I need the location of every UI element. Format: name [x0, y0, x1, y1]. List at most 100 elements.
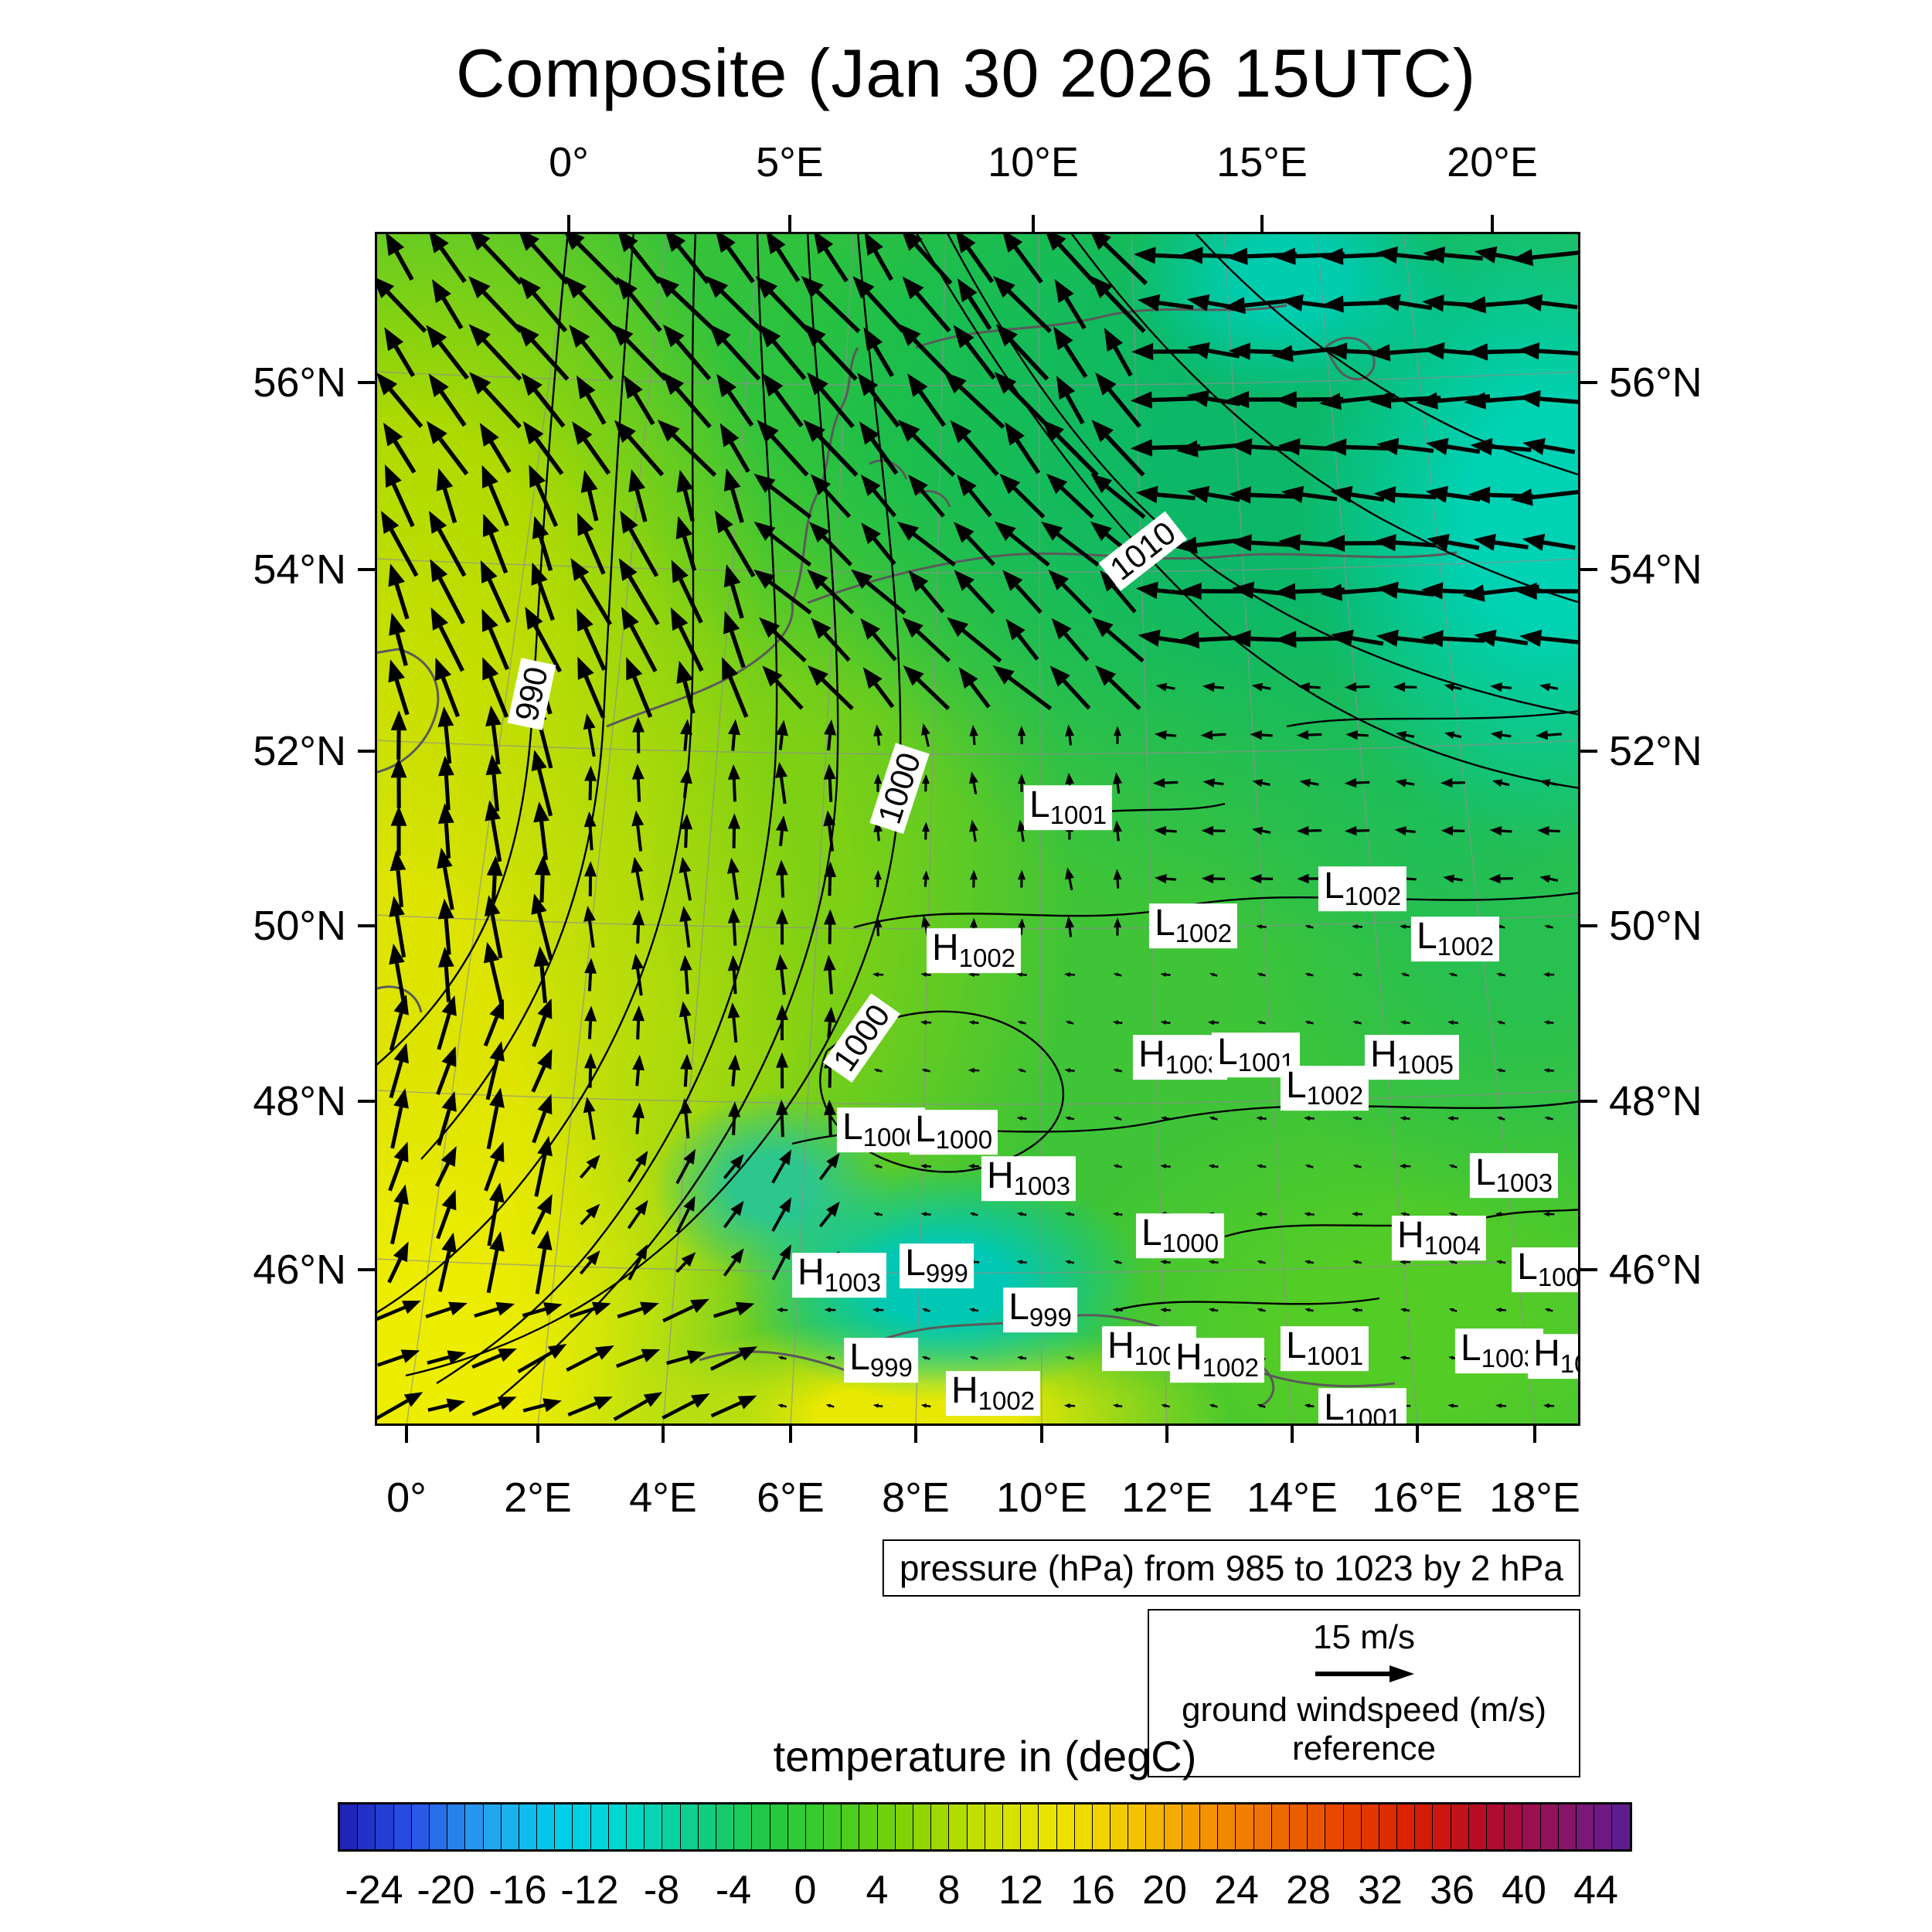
wind-arrow: [616, 277, 662, 332]
wind-arrow: [627, 1150, 648, 1183]
colorbar-tick-label: 28: [1286, 1868, 1331, 1913]
wind-arrow: [776, 908, 788, 945]
wind-arrow: [1064, 972, 1076, 978]
wind-arrow: [384, 327, 416, 378]
isobar-contour: [945, 232, 1580, 716]
isobar-contour: [914, 232, 1580, 790]
wind-arrow: [1281, 485, 1338, 503]
wind-arrow: [519, 276, 568, 333]
wind-arrow: [584, 1005, 597, 1039]
wind-arrow: [1257, 1403, 1266, 1408]
wind-arrow: [921, 1355, 930, 1360]
wind-arrow: [727, 764, 740, 802]
wind-arrow: [1113, 917, 1122, 936]
wind-arrow: [992, 665, 1053, 711]
wind-arrow: [1016, 1260, 1027, 1264]
axis-tick: [1580, 568, 1597, 571]
wind-arrow: [1112, 1020, 1123, 1025]
axis-tick: [1533, 1426, 1536, 1443]
wind-arrow: [1131, 342, 1199, 361]
colorbar-cell: [483, 1804, 502, 1849]
wind-arrow: [430, 607, 464, 672]
wind-arrow: [920, 1019, 932, 1026]
lon-tick-label-top: 15°E: [1216, 139, 1308, 185]
lat-tick-label-left: 50°N: [253, 903, 346, 949]
wind-arrow: [1018, 918, 1026, 935]
wind-arrow: [762, 665, 804, 710]
colorbar-cell: [967, 1804, 985, 1849]
pressure-center-label: L999: [844, 1338, 918, 1383]
wind-arrow: [1090, 276, 1146, 333]
colorbar-tick-label: -12: [560, 1868, 619, 1913]
colorbar-cell: [787, 1804, 806, 1849]
lon-tick-label-bottom: 12°E: [1121, 1475, 1213, 1521]
colorbar-cell: [824, 1804, 842, 1849]
wind-arrow: [618, 558, 660, 626]
wind-arrow: [723, 1200, 744, 1229]
wind-arrow: [1518, 389, 1580, 408]
wind-arrow: [824, 1307, 836, 1313]
colorbar-cell: [1468, 1804, 1487, 1849]
wind-arrow: [632, 1054, 645, 1087]
pressure-center-letter: H: [1533, 1333, 1560, 1375]
wind-arrow: [534, 1135, 553, 1197]
wind-arrow: [1154, 730, 1177, 740]
wind-arrow: [517, 324, 570, 381]
pressure-center-value: 1001: [1306, 1342, 1364, 1371]
wind-arrow: [486, 1087, 505, 1150]
coastline: [791, 347, 859, 604]
wind-arrow: [968, 971, 980, 978]
colorbar-tick-label: 40: [1502, 1868, 1546, 1913]
wind-arrow: [994, 521, 1050, 567]
lon-tick-label-bottom: 6°E: [757, 1475, 825, 1521]
wind-arrow: [623, 375, 655, 426]
wind-arrow: [584, 1053, 597, 1088]
axis-tick: [358, 750, 375, 753]
coastline: [1324, 336, 1376, 381]
wind-arrow: [902, 276, 951, 333]
wind-reference-box: 15 m/s ground windspeed (m/s) reference: [1148, 1609, 1580, 1777]
pressure-range-caption: pressure (hPa) from 985 to 1023 by 2 hPa: [882, 1539, 1580, 1597]
wind-arrow: [727, 954, 740, 995]
wind-arrow: [1113, 726, 1122, 744]
wind-arrow: [1256, 924, 1267, 929]
wind-arrow: [679, 954, 692, 995]
wind-arrow: [1113, 869, 1122, 889]
colorbar-cell: [1343, 1804, 1362, 1849]
wind-arrow: [1352, 1211, 1363, 1217]
wind-arrow: [627, 1199, 648, 1230]
colorbar-cell: [1200, 1804, 1219, 1849]
lon-tick-label-bottom: 8°E: [882, 1475, 950, 1521]
wind-arrow: [873, 774, 883, 792]
wind-arrow: [775, 762, 787, 804]
wind-arrow: [1539, 779, 1559, 787]
wind-arrow: [1344, 777, 1370, 788]
wind-arrow: [1065, 1020, 1074, 1025]
colorbar-tick-label: 36: [1430, 1868, 1475, 1913]
wind-arrow: [1344, 825, 1370, 836]
wind-arrow: [1112, 1212, 1123, 1216]
isobar-contour: [1286, 709, 1580, 728]
axis-tick: [358, 568, 375, 571]
wind-arrow: [1304, 1020, 1314, 1025]
wind-arrow: [1113, 1068, 1122, 1073]
wind-arrow: [1425, 485, 1481, 503]
pressure-center-value: 1004: [1423, 1231, 1481, 1260]
wind-arrow: [484, 1141, 505, 1192]
wind-arrow: [1064, 1068, 1075, 1073]
colorbar-cell: [1002, 1804, 1022, 1849]
pressure-center-letter: L: [914, 1109, 936, 1151]
wind-arrow: [671, 560, 703, 624]
colorbar-cell: [1576, 1804, 1595, 1849]
wind-arrow: [1400, 1308, 1410, 1312]
wind-arrow: [1426, 437, 1481, 455]
wind-arrow: [487, 1182, 505, 1247]
wind-arrow: [564, 276, 618, 333]
wind-arrow: [776, 815, 788, 846]
map-panel: 990 1010 1000 1000 L1001 L1002 L1002 L1002 H1002…: [375, 232, 1580, 1426]
wind-arrow: [617, 232, 662, 284]
wind-arrow: [390, 1088, 409, 1149]
pressure-center-label: L1001: [1318, 1388, 1407, 1426]
wind-arrow: [680, 719, 692, 751]
wind-arrow: [531, 1194, 553, 1236]
